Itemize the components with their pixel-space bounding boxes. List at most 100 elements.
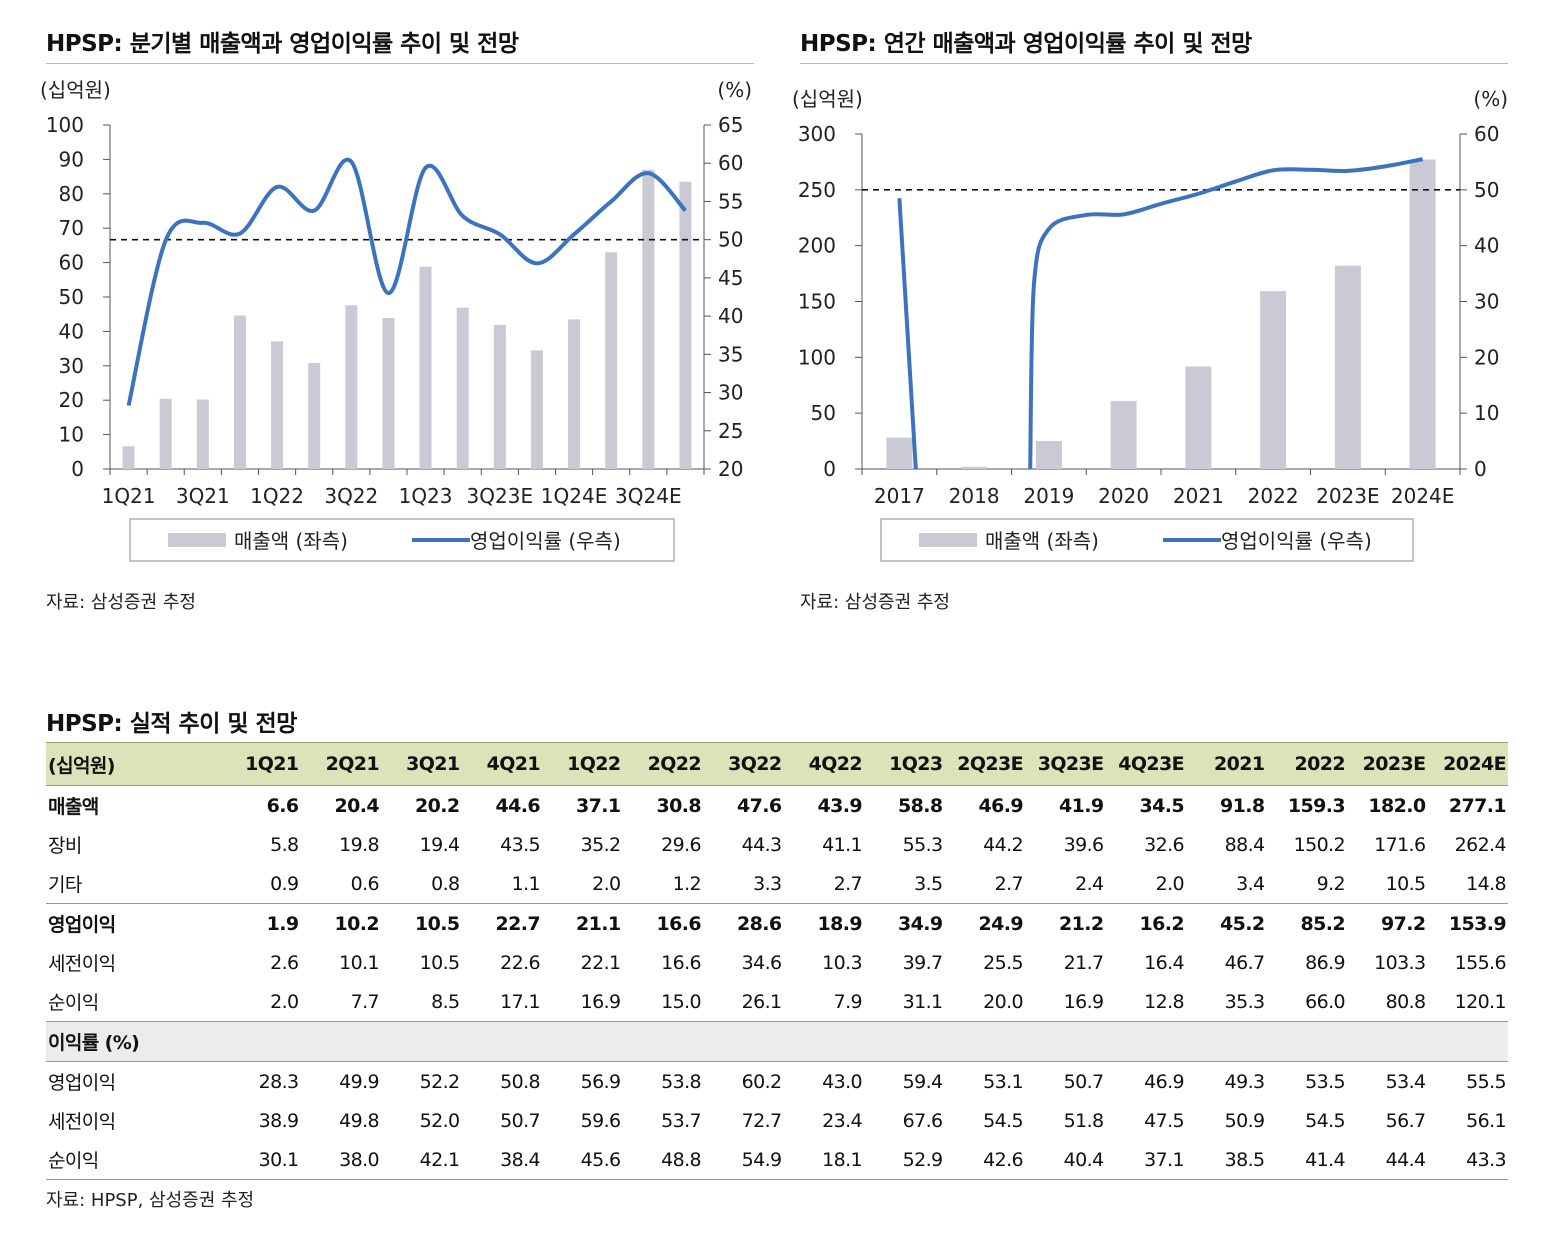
chart1-x-tick-label: 3Q23E bbox=[467, 484, 534, 508]
table-column-header: 2Q23E bbox=[944, 742, 1025, 786]
table-column-header: 2023E bbox=[1347, 742, 1428, 786]
table-cell: 155.6 bbox=[1454, 951, 1507, 974]
chart2-left-tick-label: 50 bbox=[811, 401, 836, 425]
chart1-left-tick-label: 50 bbox=[59, 285, 84, 309]
chart2-right-tick-label: 10 bbox=[1474, 401, 1499, 425]
chart1-x-tick-label: 3Q24E bbox=[615, 484, 682, 508]
table-cell bbox=[461, 1021, 542, 1062]
table-cell: 14.8 bbox=[1466, 872, 1507, 895]
table-cell: 54.9 bbox=[703, 1140, 784, 1180]
row-label: 매출액 bbox=[48, 796, 99, 818]
table-cell: 80.8 bbox=[1385, 990, 1427, 1013]
table-cell: 44.4 bbox=[1347, 1140, 1428, 1180]
row-label: 기타 bbox=[48, 874, 82, 896]
table-cell: 46.7 bbox=[1224, 951, 1266, 974]
chart2-x-tick-label: 2023E bbox=[1316, 484, 1380, 508]
table-row: 매출액 6.6 20.4 20.2 44.6 37.1 30.8 47.6 43.9 58.8 46… bbox=[46, 786, 1508, 826]
table-cell bbox=[622, 1021, 703, 1062]
chart2-right-tick-label: 30 bbox=[1474, 290, 1499, 314]
chart1-x-tick-label: 1Q21 bbox=[102, 484, 156, 508]
table-cell: 43.5 bbox=[500, 833, 541, 856]
table-cell: 50.7 bbox=[1063, 1070, 1105, 1093]
chart1-left-tick-label: 100 bbox=[46, 113, 84, 137]
table-cell: 10.5 bbox=[419, 951, 461, 974]
table-row: 기타 0.9 0.6 0.8 1.1 2.0 1.2 3.3 2.7 3.5 2.7 2.4 2.0 3.… bbox=[46, 864, 1508, 904]
chart2-left-unit: (십억원) bbox=[792, 87, 863, 111]
chart2-right-unit: (%) bbox=[1473, 87, 1508, 111]
chart2-bar-2019 bbox=[1035, 441, 1062, 469]
table-cell bbox=[542, 1021, 623, 1062]
table-cell: 22.1 bbox=[580, 951, 622, 974]
table-cell: 21.7 bbox=[1063, 951, 1105, 974]
chart1-bar-4Q21 bbox=[233, 315, 246, 469]
table-column-header: 4Q23E bbox=[1105, 742, 1186, 786]
table-cell: 10.5 bbox=[1385, 872, 1427, 895]
table-cell: 10.1 bbox=[339, 951, 380, 974]
table-cell: 1.1 bbox=[511, 872, 541, 895]
table-cell: 38.5 bbox=[1186, 1140, 1267, 1180]
table-cell: 31.1 bbox=[902, 990, 944, 1013]
table-cell: 41.4 bbox=[1266, 1140, 1347, 1180]
table-cell: 5.8 bbox=[270, 833, 299, 856]
table-column-header: 1Q22 bbox=[542, 742, 623, 786]
table-cell: 39.7 bbox=[902, 951, 944, 974]
chart1-bar-4Q23E bbox=[530, 350, 543, 469]
table-cell bbox=[1025, 1021, 1106, 1062]
table-cell: 34.5 bbox=[1139, 794, 1185, 817]
table-cell: 8.5 bbox=[431, 990, 460, 1013]
table-cell: 50.9 bbox=[1224, 1109, 1266, 1132]
chart2-x-tick-label: 2019 bbox=[1023, 484, 1074, 508]
table-cell: 3.5 bbox=[914, 872, 943, 895]
table-cell: 2.4 bbox=[1075, 872, 1104, 895]
table-column-header: 1Q21 bbox=[220, 742, 301, 786]
chart1-bar-2Q21 bbox=[159, 398, 172, 469]
table-row: 순이익 2.0 7.7 8.5 17.1 16.9 15.0 26.1 7.9 31.1 20.0 1… bbox=[46, 982, 1508, 1022]
table-cell: 29.6 bbox=[661, 833, 702, 856]
table-cell: 49.8 bbox=[339, 1109, 380, 1132]
table-cell: 1.2 bbox=[672, 872, 702, 895]
table-cell: 16.9 bbox=[1063, 990, 1105, 1013]
table-cell: 16.4 bbox=[1144, 951, 1185, 974]
chart1-bar-2Q23E bbox=[456, 307, 469, 469]
table-cell: 6.6 bbox=[266, 794, 299, 817]
table-cell: 0.9 bbox=[270, 872, 299, 895]
table-cell: 120.1 bbox=[1454, 990, 1507, 1013]
table-cell: 47.6 bbox=[737, 794, 782, 817]
chart1-bar-4Q24E bbox=[679, 181, 692, 469]
table-cell bbox=[703, 1021, 784, 1062]
table-cell: 56.9 bbox=[580, 1070, 622, 1093]
table-cell: 16.6 bbox=[622, 903, 703, 943]
chart2-margin-line-segment-1 bbox=[1028, 157, 1424, 470]
table-cell: 42.1 bbox=[381, 1140, 462, 1180]
chart1-left-tick-label: 30 bbox=[59, 354, 84, 378]
chart2-x-tick-label: 2022 bbox=[1248, 484, 1299, 508]
table-cell bbox=[1266, 1021, 1347, 1062]
chart1-right-tick-label: 65 bbox=[718, 113, 743, 137]
table-cell: 88.4 bbox=[1224, 833, 1266, 856]
chart1-title: HPSP: 분기별 매출액과 영업이익률 추이 및 전망 bbox=[46, 31, 519, 57]
table-cell: 45.2 bbox=[1186, 903, 1267, 943]
chart2-left-tick-label: 300 bbox=[798, 122, 836, 146]
chart1-legend-line-label: 영업이익률 (우측) bbox=[470, 529, 621, 553]
table-cell: 49.3 bbox=[1224, 1070, 1266, 1093]
table-cell: 2.6 bbox=[270, 951, 299, 974]
table-cell: 3.4 bbox=[1236, 872, 1265, 895]
table-cell bbox=[1186, 1021, 1267, 1062]
table-cell: 16.2 bbox=[1105, 903, 1186, 943]
table-cell: 7.9 bbox=[833, 990, 863, 1013]
chart1-x-tick-label: 3Q22 bbox=[324, 484, 378, 508]
table-column-header: 3Q21 bbox=[381, 742, 462, 786]
table-cell: 86.9 bbox=[1305, 951, 1346, 974]
table-cell bbox=[944, 1021, 1025, 1062]
table-cell bbox=[381, 1021, 462, 1062]
table-cell: 58.8 bbox=[898, 794, 943, 817]
chart1-bar-1Q21 bbox=[122, 446, 135, 469]
table-cell: 48.8 bbox=[622, 1140, 703, 1180]
table-cell bbox=[300, 1021, 381, 1062]
table-column-header: 2Q22 bbox=[622, 742, 703, 786]
chart1-margin-line bbox=[126, 157, 687, 406]
table-cell: 7.7 bbox=[350, 990, 380, 1013]
table-cell: 12.8 bbox=[1144, 990, 1185, 1013]
chart1-left-tick-label: 20 bbox=[59, 388, 84, 412]
table-cell: 54.5 bbox=[983, 1109, 1024, 1132]
